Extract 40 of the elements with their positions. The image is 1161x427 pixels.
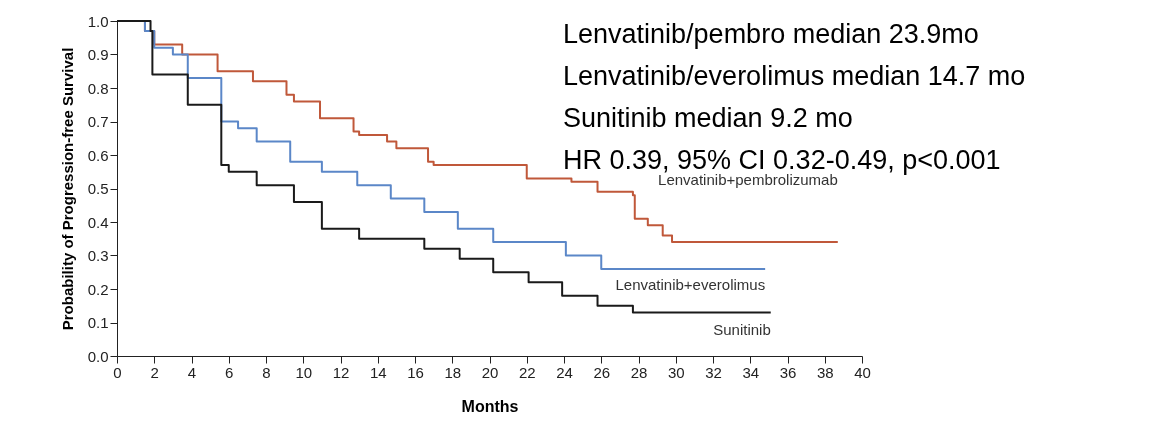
x-tick-label: 30 — [667, 363, 685, 381]
x-tick-label: 40 — [854, 363, 871, 381]
x-tick-label: 0 — [113, 363, 122, 381]
x-tick-label: 22 — [518, 363, 536, 381]
x-axis-title: Months — [461, 397, 519, 415]
x-tick-label: 24 — [556, 363, 573, 381]
x-tick-label: 26 — [593, 363, 611, 381]
annotation: HR 0.39, 95% CI 0.32-0.49, p<0.001 — [563, 145, 1001, 175]
x-tick-label: 36 — [779, 363, 797, 381]
y-tick-label: 0.3 — [87, 247, 109, 264]
x-tick-label: 34 — [742, 363, 760, 381]
x-tick-label: 28 — [630, 363, 648, 381]
y-tick-label: 0.1 — [87, 314, 109, 331]
annotation: Lenvatinib/everolimus median 14.7 mo — [563, 61, 1026, 91]
x-tick-label: 2 — [150, 363, 159, 381]
x-tick-label: 32 — [705, 363, 722, 381]
x-tick-label: 14 — [369, 363, 387, 381]
series-label: Sunitinib — [713, 321, 771, 339]
x-tick-label: 18 — [444, 363, 462, 381]
x-tick-label: 6 — [225, 363, 234, 381]
y-tick-label: 1.0 — [87, 12, 109, 30]
y-tick-label: 0.2 — [87, 280, 109, 298]
y-tick-label: 0.8 — [87, 79, 109, 97]
y-tick-label: 0.7 — [87, 113, 109, 130]
x-tick-label: 20 — [481, 363, 499, 381]
y-tick-label: 0.5 — [87, 180, 109, 197]
x-tick-label: 8 — [262, 363, 271, 381]
y-tick-label: 0.6 — [87, 146, 109, 164]
y-tick-label: 0.4 — [87, 213, 109, 231]
x-tick-label: 16 — [407, 363, 424, 381]
x-tick-label: 12 — [332, 363, 350, 381]
y-axis-title: Probability of Progression-free Survival — [58, 47, 76, 331]
y-tick-label: 0.9 — [87, 46, 109, 63]
x-tick-label: 38 — [816, 363, 834, 381]
annotation: Lenvatinib/pembro median 23.9mo — [563, 19, 979, 49]
x-tick-label: 10 — [295, 363, 313, 381]
annotation: Sunitinib median 9.2 mo — [563, 103, 853, 133]
series-label: Lenvatinib+everolimus — [615, 275, 766, 293]
y-tick-label: 0.0 — [87, 347, 109, 365]
x-tick-label: 4 — [187, 363, 197, 381]
